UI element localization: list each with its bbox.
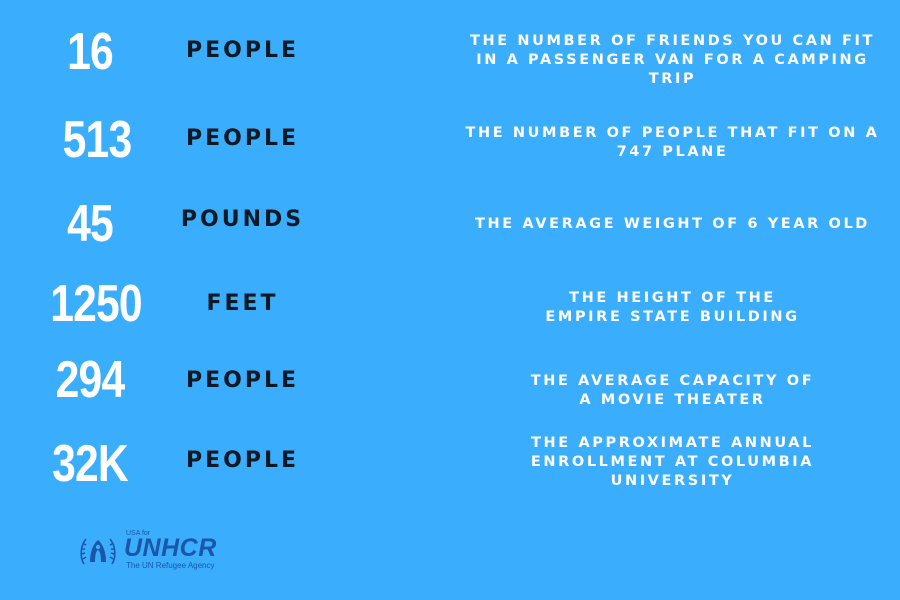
- fact-description: THE NUMBER OF FRIENDS YOU CAN FIT IN A P…: [445, 32, 900, 89]
- fact-unit: FEET: [206, 291, 279, 316]
- fact-unit: PEOPLE: [185, 368, 300, 393]
- fact-number: 45: [67, 195, 114, 253]
- fact-unit: PEOPLE: [185, 38, 300, 63]
- fact-description-line: THE AVERAGE WEIGHT OF 6 YEAR OLD: [475, 216, 870, 232]
- fact-unit: PEOPLE: [185, 448, 300, 473]
- unhcr-logo: USA for UNHCR The UN Refugee Agency: [78, 528, 248, 574]
- fact-number: 294: [55, 351, 126, 409]
- fact-description: THE HEIGHT OF THE EMPIRE STATE BUILDING: [445, 289, 900, 327]
- fact-number: 32K: [52, 435, 129, 493]
- fact-description-line: ENROLLMENT AT COLUMBIA: [530, 454, 815, 470]
- fact-description-line: A MOVIE THEATER: [579, 392, 766, 408]
- logo-tagline: The UN Refugee Agency: [126, 561, 215, 570]
- fact-description: THE AVERAGE WEIGHT OF 6 YEAR OLD: [445, 215, 900, 234]
- fact-number: 16: [67, 23, 114, 81]
- fact-number: 513: [62, 111, 133, 169]
- fact-description-line: THE APPROXIMATE ANNUAL: [531, 435, 814, 451]
- logo-prefix: USA for: [126, 530, 151, 537]
- fact-description-line: THE AVERAGE CAPACITY OF: [530, 373, 815, 389]
- fact-description-line: IN A PASSENGER VAN FOR A CAMPING: [476, 52, 869, 68]
- refugee-family-emblem-icon: [80, 538, 116, 565]
- fact-description: THE APPROXIMATE ANNUAL ENROLLMENT AT COL…: [445, 434, 900, 491]
- fact-description: THE AVERAGE CAPACITY OF A MOVIE THEATER: [445, 372, 900, 410]
- fact-description: THE NUMBER OF PEOPLE THAT FIT ON A 747 P…: [445, 124, 900, 162]
- fact-description-line: UNIVERSITY: [610, 473, 735, 489]
- fact-unit: PEOPLE: [185, 126, 300, 151]
- logo-name: UNHCR: [124, 534, 217, 562]
- fact-description-line: 747 PLANE: [616, 144, 729, 160]
- fact-description-line: THE NUMBER OF PEOPLE THAT FIT ON A: [465, 125, 880, 141]
- fact-unit: POUNDS: [180, 207, 305, 232]
- fact-description-line: EMPIRE STATE BUILDING: [545, 309, 800, 325]
- fact-description-line: TRIP: [648, 71, 697, 87]
- fact-description-line: THE HEIGHT OF THE: [569, 290, 776, 306]
- fact-description-line: THE NUMBER OF FRIENDS YOU CAN FIT: [470, 33, 875, 49]
- fact-number: 1250: [50, 275, 142, 333]
